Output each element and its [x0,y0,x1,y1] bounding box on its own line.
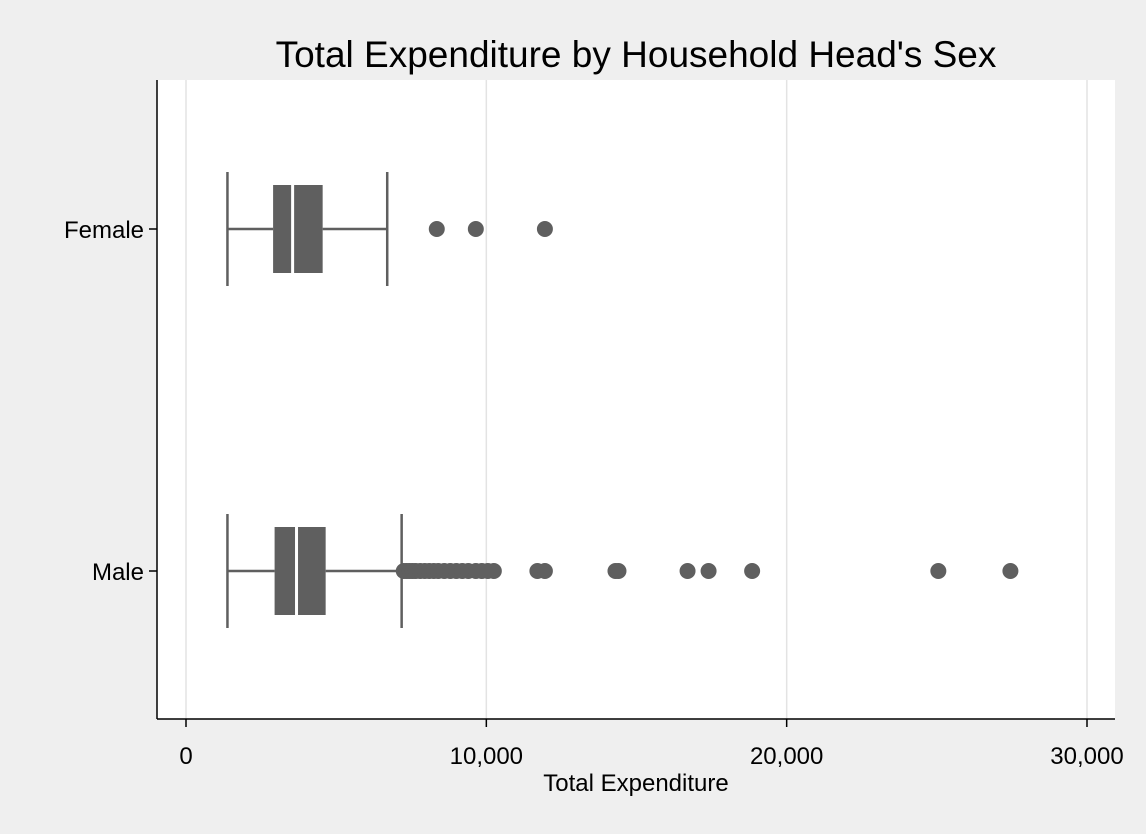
chart-title: Total Expenditure by Household Head's Se… [276,34,997,75]
outlier-point [485,563,502,579]
outlier-point [700,563,717,579]
y-tick-label: Male [92,559,144,586]
boxes [226,172,403,628]
x-tick-label: 30,000 [1050,743,1123,770]
y-tick-label: Female [64,217,144,244]
grid-lines [185,80,1088,719]
x-tick-label: 10,000 [450,743,523,770]
outlier-point [930,563,947,579]
outlier-point [536,221,553,237]
plot-area [157,80,1115,719]
x-axis-title: Total Expenditure [543,770,728,797]
y-ticks: Female Male [64,217,157,586]
x-tick-label: 0 [179,743,192,770]
outlier-point [1002,563,1019,579]
outliers [395,221,1019,579]
outlier-point [536,563,553,579]
outlier-point [610,563,627,579]
outlier-point [428,221,445,237]
outlier-point [467,221,484,237]
box-male [274,527,326,615]
box-female [273,185,323,273]
outlier-point [679,563,696,579]
x-tick-label: 20,000 [750,743,823,770]
outlier-point [744,563,761,579]
x-ticks: 0 10,000 20,000 30,000 [179,719,1124,770]
